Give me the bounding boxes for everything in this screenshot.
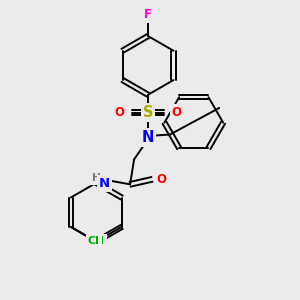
Text: Cl: Cl xyxy=(93,236,105,246)
Text: H: H xyxy=(92,173,100,183)
Text: O: O xyxy=(114,106,124,119)
Text: O: O xyxy=(156,173,166,186)
Text: Cl: Cl xyxy=(88,236,100,246)
Text: O: O xyxy=(172,106,182,119)
Text: N: N xyxy=(99,177,110,190)
Text: N: N xyxy=(142,130,154,145)
Text: F: F xyxy=(144,8,152,21)
Text: S: S xyxy=(143,105,153,120)
